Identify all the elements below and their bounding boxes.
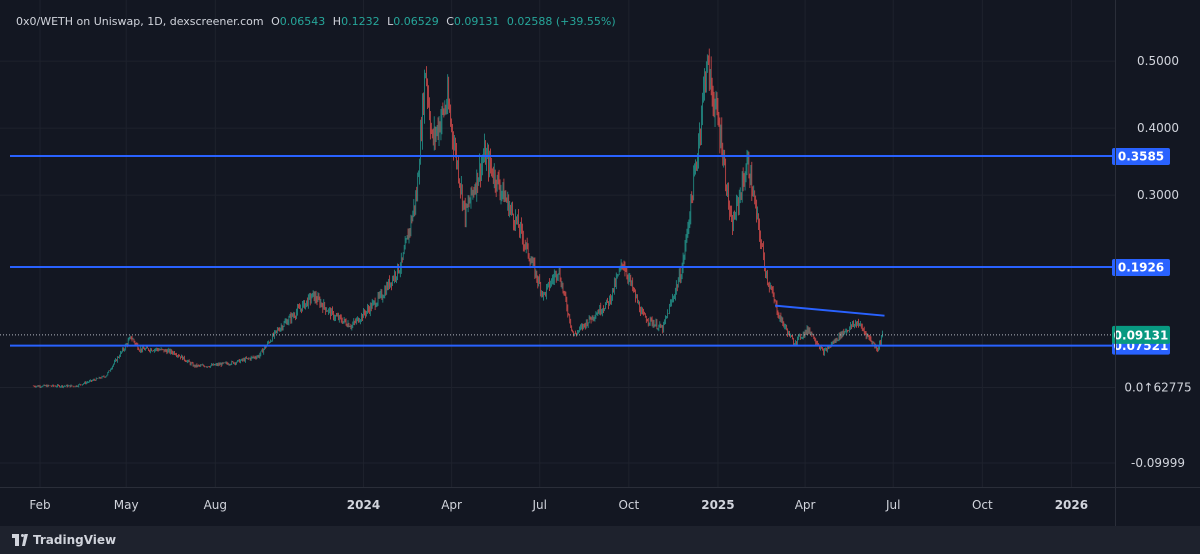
time-axis-separator — [0, 487, 1200, 488]
x-tick-label: Apr — [795, 498, 816, 512]
open-value: 0.06543 — [279, 15, 326, 28]
y-tick-label: 0.3000 — [1137, 188, 1179, 202]
low-value: 0.06529 — [393, 15, 439, 28]
x-tick-label: Oct — [972, 498, 993, 512]
x-tick-label: Jul — [531, 498, 546, 512]
tradingview-icon — [12, 534, 28, 546]
last-price-label: 0.09131 — [1114, 328, 1169, 342]
tradingview-logo[interactable]: TradingView — [12, 533, 116, 547]
tradingview-brand: TradingView — [33, 533, 117, 547]
close-value: 0.09131 — [453, 15, 500, 28]
last-price-badge — [1112, 325, 1170, 344]
change-value: 0.02588 (+39.55%) — [506, 15, 616, 28]
y-tick-label: -0.09999 — [1131, 456, 1185, 470]
candles-group — [32, 48, 883, 389]
close-label: C — [446, 15, 454, 28]
open-label: O — [271, 15, 280, 28]
price-badge-label: 0.1926 — [1118, 261, 1164, 275]
symbol-title: 0x0/WETH on Uniswap, 1D, dexscreener.com — [16, 15, 264, 28]
x-tick-label: 2026 — [1055, 498, 1088, 512]
price-axis-separator — [1115, 0, 1116, 526]
x-tick-label: Aug — [204, 498, 227, 512]
high-value: 0.1232 — [341, 15, 380, 28]
x-tick-label: Feb — [29, 498, 50, 512]
x-tick-label: May — [114, 498, 139, 512]
symbol-legend: 0x0/WETH on Uniswap, 1D, dexscreener.com… — [16, 15, 616, 28]
x-tick-label: Apr — [441, 498, 462, 512]
footer-bar: TradingView — [0, 526, 1200, 554]
x-tick-label: Jul — [885, 498, 900, 512]
y-tick-label: 0.5000 — [1137, 54, 1179, 68]
price-badge — [1112, 147, 1170, 165]
high-label: H — [332, 15, 342, 28]
price-badge — [1112, 259, 1170, 277]
trend-line — [774, 304, 885, 317]
x-tick-label: 2025 — [701, 498, 734, 512]
low-label: L — [387, 15, 394, 28]
y-tick-label: 0.0↑62775 — [1124, 381, 1191, 395]
x-tick-label: 2024 — [347, 498, 380, 512]
price-badge-label: 0.3585 — [1118, 149, 1164, 163]
x-tick-label: Oct — [618, 498, 639, 512]
y-tick-label: 0.4000 — [1137, 121, 1179, 135]
